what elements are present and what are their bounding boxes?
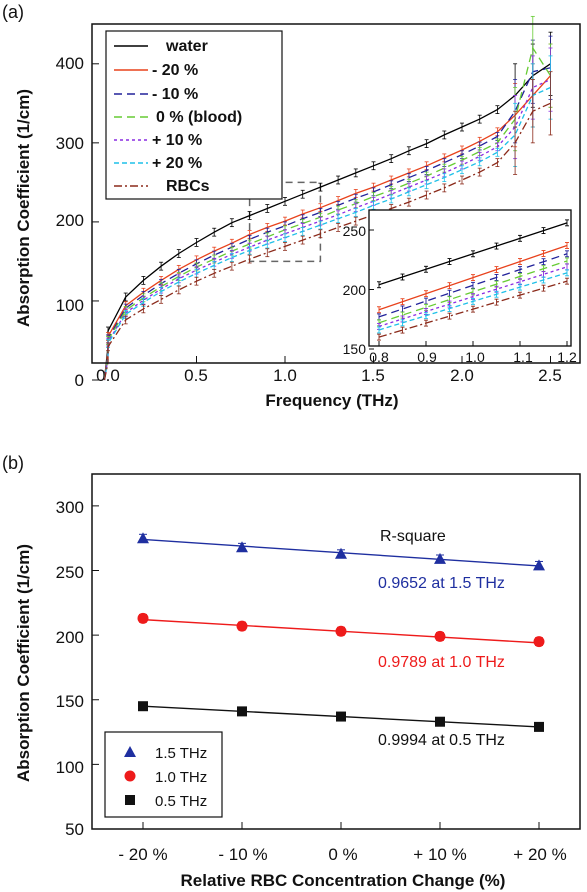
data-point-0-0 — [137, 532, 149, 544]
legend-label-minus10: - 10 % — [152, 86, 198, 103]
data-point-0-3 — [434, 552, 446, 564]
panel-b-ytick: 250 — [56, 563, 84, 582]
panel-b-ytick: 200 — [56, 628, 84, 647]
legend-marker-2 — [125, 795, 135, 805]
panel-a-x-ticks: 0.0 0.5 1.0 1.5 2.0 2.5 — [96, 366, 562, 385]
inset-xtick: 1.2 — [557, 349, 577, 365]
data-point-2-1 — [237, 706, 247, 717]
data-point-1-4 — [533, 636, 545, 648]
legend-box — [105, 30, 283, 200]
series-line-1 — [103, 75, 551, 381]
inset-ytick: 250 — [343, 223, 367, 239]
panel-b-frame — [91, 473, 581, 830]
data-point-0-2 — [335, 547, 347, 559]
legend-label-plus20: + 20 % — [152, 155, 202, 172]
panel-b-xtick: + 10 % — [413, 845, 466, 864]
legend-swatches — [114, 45, 148, 187]
series-line-6 — [103, 102, 551, 381]
panel-a-frame — [91, 23, 581, 364]
panel-a-ytick: 0 — [75, 371, 84, 390]
inset-border — [368, 209, 572, 347]
legend-label-water: water — [165, 38, 208, 55]
panel-b: (b) Absorption Coefficient (1/cm) Relati… — [2, 453, 581, 890]
inset-xtick: 0.8 — [369, 349, 389, 365]
panel-b-xtick: - 10 % — [218, 845, 267, 864]
legend-label-rbcs: RBCs — [166, 178, 210, 195]
data-point-1-1 — [236, 620, 248, 632]
inset-plot-area — [369, 219, 569, 350]
panel-a-xtick: 1.0 — [273, 366, 297, 385]
legend-marker-1 — [124, 770, 136, 782]
panel-b-legend: 1.5 THz 1.0 THz 0.5 THz — [104, 731, 223, 818]
panel-b-xtick: - 20 % — [118, 845, 167, 864]
series-line-5 — [103, 86, 551, 381]
panel-b-xlabel: Relative RBC Concentration Change (%) — [181, 871, 506, 890]
inset-xtick: 1.1 — [513, 349, 533, 365]
panel-a-xtick: 2.0 — [450, 366, 474, 385]
panel-b-label: (b) — [2, 453, 24, 473]
data-point-0-1 — [236, 541, 248, 553]
legend-markers-b — [124, 746, 136, 805]
panel-a: (a) Absorption Coefficient (1/cm) Freque… — [2, 2, 581, 410]
legend-label-1-5thz: 1.5 THz — [155, 745, 207, 762]
panel-a-ylabel: Absorption Coefficient (1/cm) — [14, 89, 33, 327]
r2-label-1-0thz: 0.9789 at 1.0 THz — [378, 654, 505, 671]
r-square-title: R-square — [380, 528, 446, 545]
panel-a-ytick: 100 — [56, 296, 84, 315]
panel-a-inset: 250 200 150 0.8 0.9 1.0 1.1 1.2 — [343, 209, 577, 365]
data-point-1-2 — [335, 625, 347, 637]
series-line-2 — [103, 67, 551, 381]
data-point-2-0 — [138, 701, 148, 712]
panel-b-xtick: + 20 % — [513, 845, 566, 864]
panel-b-ytick: 150 — [56, 692, 84, 711]
panel-a-ytick: 300 — [56, 134, 84, 153]
panel-b-xtick: 0 % — [328, 845, 357, 864]
data-point-2-4 — [534, 721, 544, 732]
inset-xtick: 0.9 — [417, 349, 437, 365]
data-point-1-3 — [434, 630, 446, 642]
inset-ytick: 150 — [343, 341, 367, 357]
data-point-2-3 — [435, 716, 445, 727]
r2-label-1-5thz: 0.9652 at 1.5 THz — [378, 575, 505, 592]
data-point-0-4 — [533, 559, 545, 571]
series-line-3 — [103, 46, 552, 381]
panel-b-ytick: 50 — [65, 820, 84, 839]
r2-label-0-5thz: 0.9994 at 0.5 THz — [378, 732, 505, 749]
panel-b-ylabel: Absorption Coefficient (1/cm) — [14, 544, 33, 782]
panel-a-label: (a) — [2, 2, 24, 22]
panel-a-xtick: 0.0 — [96, 366, 120, 385]
series-line-0 — [103, 63, 551, 381]
inset-xtick: 1.0 — [465, 349, 485, 365]
data-point-1-0 — [137, 612, 149, 624]
panel-a-xtick: 2.5 — [538, 366, 562, 385]
panel-a-xtick: 0.5 — [184, 366, 208, 385]
legend-label-plus10: + 10 % — [152, 132, 202, 149]
legend-box-b — [104, 731, 223, 818]
panel-b-y-ticks: 50 100 150 200 250 300 — [56, 498, 84, 839]
data-point-2-2 — [336, 711, 346, 722]
panel-a-ytick: 400 — [56, 54, 84, 73]
panel-a-plot-area — [92, 15, 553, 381]
inset-ytick: 200 — [343, 282, 367, 298]
panel-b-x-ticks: - 20 % - 10 % 0 % + 10 % + 20 % — [118, 845, 566, 864]
inset-line-2 — [378, 253, 568, 318]
legend-label-zero: 0 % (blood) — [156, 109, 242, 126]
series-line-4 — [103, 79, 551, 381]
legend-label-1-0thz: 1.0 THz — [155, 769, 207, 786]
panel-b-plot-area — [92, 505, 545, 830]
panel-b-ytick: 100 — [56, 758, 84, 777]
legend-label-0-5thz: 0.5 THz — [155, 793, 207, 810]
panel-a-legend: water - 20 % - 10 % 0 % (blood) + 10 % +… — [105, 30, 283, 200]
panel-a-xtick: 1.5 — [361, 366, 385, 385]
legend-marker-0 — [124, 746, 136, 757]
legend-label-minus20: - 20 % — [152, 62, 198, 79]
panel-b-ytick: 300 — [56, 498, 84, 517]
panel-a-y-ticks: 0 100 200 300 400 — [56, 54, 84, 390]
panel-a-ytick: 200 — [56, 211, 84, 230]
panel-a-xlabel: Frequency (THz) — [265, 391, 398, 410]
